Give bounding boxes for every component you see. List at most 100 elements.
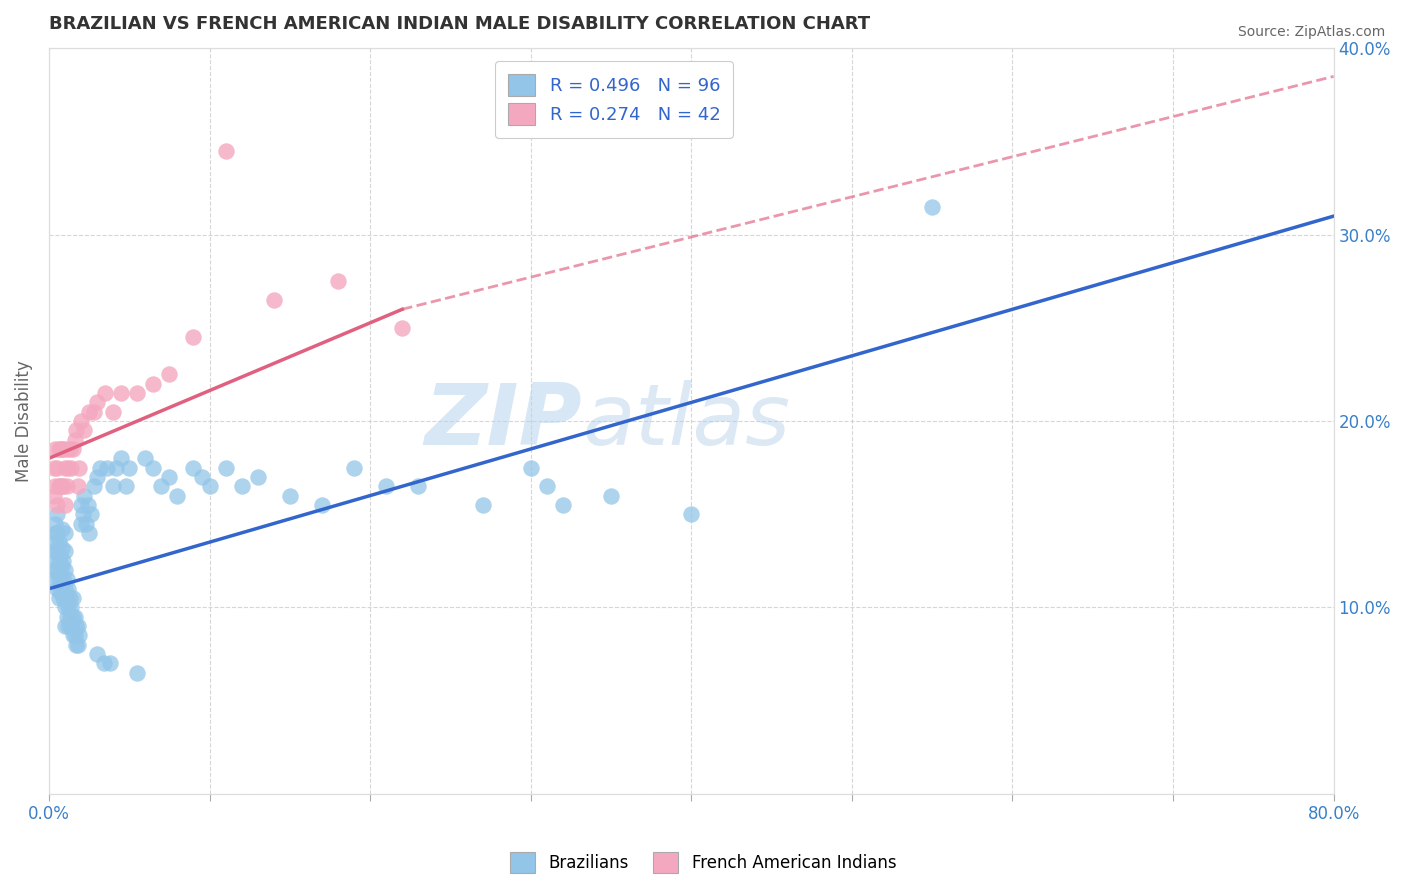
Point — [80, 507, 103, 521]
Point — [60, 600, 83, 615]
Point — [62, 609, 84, 624]
Point — [157, 470, 180, 484]
Point — [198, 479, 221, 493]
Point — [214, 144, 236, 158]
Point — [55, 573, 77, 587]
Point — [51, 442, 73, 456]
Point — [183, 330, 205, 344]
Point — [55, 609, 77, 624]
Point — [65, 638, 87, 652]
Point — [86, 647, 108, 661]
Point — [63, 433, 86, 447]
Point — [391, 321, 413, 335]
Point — [127, 665, 149, 680]
Point — [48, 573, 70, 587]
Point — [53, 600, 76, 615]
Point — [51, 479, 73, 493]
Point — [142, 460, 165, 475]
Point — [214, 460, 236, 475]
Point — [127, 386, 149, 401]
Point — [70, 414, 93, 428]
Point — [86, 470, 108, 484]
Point — [519, 460, 541, 475]
Point — [115, 479, 138, 493]
Point — [681, 507, 703, 521]
Point — [536, 479, 558, 493]
Point — [110, 451, 132, 466]
Point — [42, 460, 65, 475]
Text: atlas: atlas — [582, 380, 790, 463]
Point — [42, 489, 65, 503]
Point — [53, 498, 76, 512]
Point — [51, 541, 73, 555]
Text: Source: ZipAtlas.com: Source: ZipAtlas.com — [1237, 25, 1385, 39]
Point — [44, 442, 66, 456]
Point — [103, 479, 125, 493]
Point — [49, 585, 72, 599]
Point — [55, 591, 77, 605]
Point — [157, 368, 180, 382]
Point — [63, 609, 86, 624]
Point — [42, 563, 65, 577]
Point — [98, 657, 121, 671]
Point — [49, 479, 72, 493]
Point — [69, 628, 91, 642]
Point — [59, 442, 82, 456]
Point — [52, 479, 75, 493]
Point — [53, 544, 76, 558]
Point — [46, 460, 69, 475]
Point — [311, 498, 333, 512]
Point — [51, 559, 73, 574]
Point — [408, 479, 430, 493]
Point — [62, 591, 84, 605]
Point — [51, 522, 73, 536]
Point — [51, 578, 73, 592]
Point — [52, 554, 75, 568]
Point — [58, 600, 80, 615]
Point — [134, 451, 156, 466]
Point — [52, 591, 75, 605]
Point — [73, 423, 96, 437]
Point — [70, 516, 93, 531]
Point — [65, 423, 87, 437]
Point — [46, 498, 69, 512]
Point — [69, 460, 91, 475]
Point — [49, 548, 72, 562]
Point — [66, 619, 89, 633]
Point — [96, 460, 118, 475]
Text: BRAZILIAN VS FRENCH AMERICAN INDIAN MALE DISABILITY CORRELATION CHART: BRAZILIAN VS FRENCH AMERICAN INDIAN MALE… — [49, 15, 870, 33]
Point — [44, 479, 66, 493]
Point — [48, 442, 70, 456]
Point — [73, 489, 96, 503]
Point — [55, 442, 77, 456]
Point — [142, 376, 165, 391]
Point — [44, 525, 66, 540]
Point — [551, 498, 574, 512]
Point — [58, 619, 80, 633]
Point — [60, 619, 83, 633]
Point — [58, 460, 80, 475]
Point — [62, 442, 84, 456]
Point — [77, 525, 100, 540]
Point — [65, 619, 87, 633]
Point — [326, 274, 349, 288]
Point — [53, 525, 76, 540]
Point — [94, 386, 117, 401]
Point — [278, 489, 301, 503]
Point — [42, 544, 65, 558]
Point — [55, 479, 77, 493]
Point — [46, 563, 69, 577]
Point — [263, 293, 285, 307]
Point — [103, 405, 125, 419]
Point — [44, 554, 66, 568]
Text: ZIP: ZIP — [425, 380, 582, 463]
Y-axis label: Male Disability: Male Disability — [15, 360, 32, 482]
Point — [66, 479, 89, 493]
Point — [42, 573, 65, 587]
Point — [44, 516, 66, 531]
Point — [110, 386, 132, 401]
Point — [118, 460, 141, 475]
Point — [246, 470, 269, 484]
Point — [166, 489, 188, 503]
Point — [63, 628, 86, 642]
